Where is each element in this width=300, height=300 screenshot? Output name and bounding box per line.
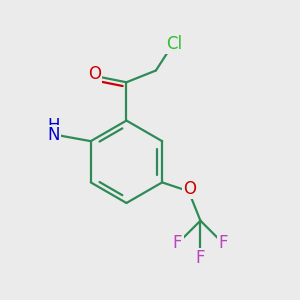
- Text: O: O: [184, 180, 196, 198]
- Text: F: F: [219, 234, 228, 252]
- Text: Cl: Cl: [167, 35, 182, 53]
- Text: O: O: [88, 65, 101, 83]
- Text: H: H: [48, 117, 60, 135]
- Text: F: F: [196, 249, 205, 267]
- Text: F: F: [173, 234, 182, 252]
- Text: N: N: [48, 126, 60, 144]
